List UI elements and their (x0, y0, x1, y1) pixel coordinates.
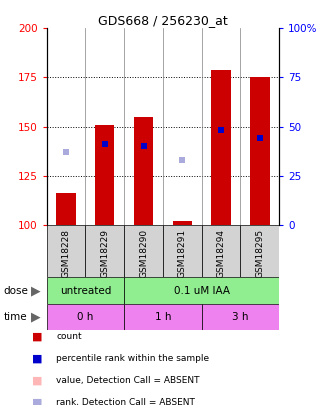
Text: value, Detection Call = ABSENT: value, Detection Call = ABSENT (56, 376, 200, 385)
Text: dose: dose (3, 286, 28, 296)
Text: GSM18295: GSM18295 (256, 229, 265, 278)
Text: time: time (3, 312, 27, 322)
Text: ■: ■ (32, 354, 43, 363)
Bar (124, 277, 279, 304)
Bar (47, 277, 124, 304)
Text: ■: ■ (32, 398, 43, 405)
Text: GSM18294: GSM18294 (217, 229, 226, 278)
Bar (47, 225, 85, 277)
Bar (124, 225, 163, 277)
Text: GSM18229: GSM18229 (100, 229, 109, 278)
Text: GSM18291: GSM18291 (178, 229, 187, 278)
Text: 0.1 uM IAA: 0.1 uM IAA (174, 286, 230, 296)
Bar (202, 225, 240, 277)
Bar (47, 304, 124, 330)
Text: GSM18228: GSM18228 (61, 229, 70, 278)
Bar (250, 77, 270, 225)
Bar (85, 225, 124, 277)
Bar (56, 193, 76, 225)
Bar (202, 304, 279, 330)
Text: GSM18290: GSM18290 (139, 229, 148, 278)
Bar (240, 225, 279, 277)
Bar (134, 117, 153, 225)
Bar (163, 225, 202, 277)
Text: 0 h: 0 h (77, 312, 93, 322)
Bar (124, 304, 202, 330)
Text: percentile rank within the sample: percentile rank within the sample (56, 354, 209, 363)
Text: 3 h: 3 h (232, 312, 249, 322)
Title: GDS668 / 256230_at: GDS668 / 256230_at (98, 14, 228, 27)
Text: ■: ■ (32, 376, 43, 386)
Text: ▶: ▶ (30, 310, 40, 324)
Text: count: count (56, 332, 82, 341)
Text: rank, Detection Call = ABSENT: rank, Detection Call = ABSENT (56, 399, 195, 405)
Bar (173, 221, 192, 225)
Bar (212, 70, 231, 225)
Text: untreated: untreated (60, 286, 111, 296)
Bar (95, 125, 114, 225)
Text: ■: ■ (32, 331, 43, 341)
Text: 1 h: 1 h (155, 312, 171, 322)
Text: ▶: ▶ (30, 284, 40, 297)
